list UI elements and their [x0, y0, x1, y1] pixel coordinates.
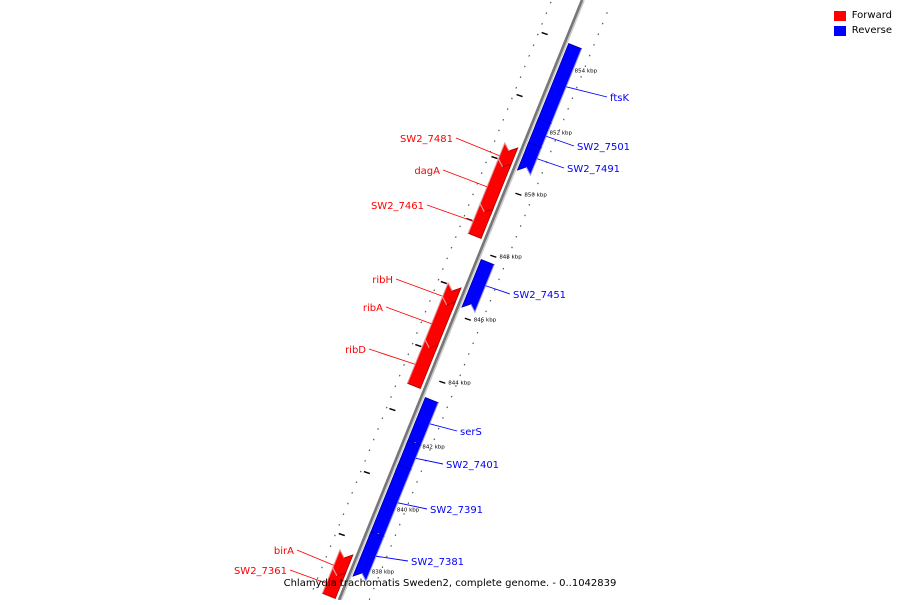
minor-tick: [440, 280, 448, 285]
gene-label-ribH: ribH: [372, 275, 393, 286]
gene-label-SW2_7481: SW2_7481: [400, 134, 453, 145]
legend-forward: Forward: [833, 8, 892, 23]
gene-label-birA: birA: [274, 546, 294, 557]
legend-forward-label: Forward: [851, 10, 892, 21]
gene-highlight: [467, 202, 485, 234]
tick-mark: [439, 380, 446, 384]
reverse-swatch: [833, 25, 846, 36]
gene-leader-SW2_7491: [536, 158, 565, 169]
gene-highlight: [361, 536, 385, 583]
tick-label: 842 kbp: [422, 444, 445, 450]
gene-label-SW2_7401: SW2_7401: [446, 460, 499, 471]
gene-label-dagA: dagA: [414, 166, 440, 177]
minor-tick: [516, 93, 523, 98]
legend-reverse-label: Reverse: [851, 25, 892, 36]
minor-tick: [491, 155, 498, 160]
gene-leader-SW2_7481: [455, 137, 500, 157]
legend: Forward Reverse: [833, 8, 892, 38]
gene-leader-ribD: [368, 348, 416, 365]
tick-mark: [464, 317, 472, 321]
gene-label-SW2_7501: SW2_7501: [577, 142, 630, 153]
minor-tick: [389, 407, 396, 412]
tick-mark: [515, 192, 522, 196]
legend-reverse: Reverse: [833, 23, 892, 38]
gene-leader-SW2_7461: [426, 204, 474, 222]
gene-leader-ribA: [385, 306, 432, 325]
gene-leader-SW2_7401: [415, 457, 444, 465]
gene-label-SW2_7491: SW2_7491: [567, 164, 620, 175]
gene-leader-ribH: [395, 278, 443, 297]
gene-label-ribD: ribD: [345, 345, 366, 356]
gene-highlight: [470, 264, 495, 314]
tick-label: 850 kbp: [524, 192, 547, 198]
gene-leader-SW2_7501: [546, 135, 575, 147]
gene-label-SW2_7361: SW2_7361: [234, 566, 287, 577]
gene-leader-SW2_7451: [485, 285, 511, 295]
tick-mark: [490, 254, 497, 258]
gene-leader-dagA: [442, 169, 488, 188]
gene-label-SW2_7381: SW2_7381: [411, 557, 464, 568]
minor-tick: [363, 470, 371, 475]
backbone-shadow: [339, 0, 585, 601]
gene-label-ftsK: ftsK: [610, 93, 629, 104]
gene-highlight: [477, 157, 504, 210]
gene-leader-serS: [429, 423, 458, 432]
gene-label-serS: serS: [460, 427, 482, 438]
tick-label: 852 kbp: [550, 130, 573, 136]
tick-label: 840 kbp: [397, 507, 420, 513]
gene-highlight: [422, 295, 448, 346]
tick-label: 848 kbp: [499, 254, 522, 260]
forward-swatch: [833, 10, 846, 21]
backbone-line: [337, 0, 584, 601]
gene-label-SW2_7461: SW2_7461: [371, 201, 424, 212]
gene-leader-SW2_7381: [376, 555, 409, 562]
tick-label: 838 kbp: [372, 569, 395, 575]
gene-highlight: [406, 338, 430, 384]
gene-label-SW2_7391: SW2_7391: [430, 505, 483, 516]
gene-highlight: [321, 566, 338, 594]
gene-leader-SW2_7391: [397, 502, 428, 510]
tick-label: 844 kbp: [448, 380, 471, 386]
minor-tick: [415, 343, 422, 348]
tick-label: 854 kbp: [575, 68, 598, 74]
tick-label: 846 kbp: [474, 317, 497, 323]
genome-caption: Chlamydia trachomatis Sweden2, complete …: [283, 578, 617, 589]
gene-leader-SW2_7361: [289, 569, 327, 584]
gene-highlight: [525, 147, 543, 177]
minor-tick: [338, 532, 345, 537]
gene-label-SW2_7451: SW2_7451: [513, 290, 566, 301]
minor-tick: [541, 31, 548, 36]
gene-highlight: [495, 141, 510, 164]
gene-leader-ftsK: [566, 86, 608, 98]
gene-label-ribA: ribA: [363, 303, 383, 314]
gene-leader-birA: [296, 549, 334, 566]
gene-highlight: [329, 548, 345, 576]
